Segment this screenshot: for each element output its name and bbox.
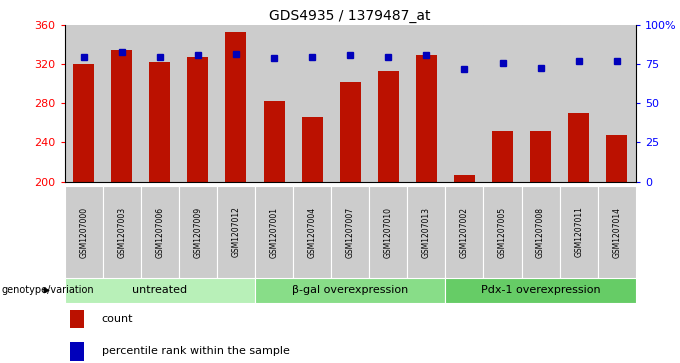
Bar	[331, 186, 369, 278]
Bar	[70, 342, 84, 360]
Bar	[369, 186, 407, 278]
Bar	[416, 55, 437, 182]
Bar	[65, 186, 103, 278]
Bar	[293, 25, 331, 182]
Bar	[483, 186, 522, 278]
Bar	[331, 25, 369, 182]
Text: GSM1207000: GSM1207000	[79, 207, 88, 258]
Bar	[141, 186, 179, 278]
Bar	[226, 32, 246, 182]
Text: β-gal overexpression: β-gal overexpression	[292, 285, 408, 295]
Text: percentile rank within the sample: percentile rank within the sample	[102, 346, 290, 356]
Title: GDS4935 / 1379487_at: GDS4935 / 1379487_at	[269, 9, 431, 23]
Bar	[560, 25, 598, 182]
Bar	[407, 25, 445, 182]
Bar	[483, 25, 522, 182]
Bar	[255, 25, 293, 182]
Text: GSM1207005: GSM1207005	[498, 207, 507, 258]
Text: GSM1207006: GSM1207006	[155, 207, 165, 258]
Bar	[445, 186, 483, 278]
Bar	[103, 25, 141, 182]
Bar	[598, 25, 636, 182]
Bar	[217, 25, 255, 182]
Bar	[522, 25, 560, 182]
Bar	[492, 131, 513, 182]
Bar	[530, 131, 551, 182]
Bar	[407, 186, 445, 278]
Text: GSM1207008: GSM1207008	[536, 207, 545, 257]
Text: GSM1207001: GSM1207001	[269, 207, 279, 257]
Bar	[454, 175, 475, 182]
Bar	[522, 186, 560, 278]
Bar	[255, 186, 293, 278]
Bar	[150, 61, 170, 182]
Bar	[302, 117, 322, 182]
Bar	[568, 113, 589, 182]
Bar	[217, 186, 255, 278]
Bar	[73, 65, 94, 182]
Text: GSM1207013: GSM1207013	[422, 207, 431, 257]
Bar	[70, 310, 84, 328]
Bar	[103, 186, 141, 278]
Bar	[112, 50, 132, 182]
Text: GSM1207004: GSM1207004	[307, 207, 317, 258]
Bar	[607, 135, 627, 182]
Bar	[179, 25, 217, 182]
Text: GSM1207002: GSM1207002	[460, 207, 469, 257]
Text: GSM1207012: GSM1207012	[231, 207, 241, 257]
Text: Pdx-1 overexpression: Pdx-1 overexpression	[481, 285, 600, 295]
Text: untreated: untreated	[132, 285, 188, 295]
Bar	[445, 25, 483, 182]
Bar	[264, 101, 284, 182]
Bar	[560, 186, 598, 278]
Bar	[141, 25, 179, 182]
Bar	[255, 278, 445, 303]
Bar	[598, 186, 636, 278]
Bar	[340, 82, 360, 182]
Text: GSM1207010: GSM1207010	[384, 207, 393, 257]
Bar	[445, 278, 636, 303]
Text: GSM1207009: GSM1207009	[193, 207, 203, 258]
Text: genotype/variation: genotype/variation	[1, 285, 94, 295]
Bar	[65, 25, 103, 182]
Bar	[293, 186, 331, 278]
Bar	[188, 57, 208, 182]
Bar	[179, 186, 217, 278]
Bar	[378, 71, 398, 182]
Bar	[65, 278, 255, 303]
Text: GSM1207014: GSM1207014	[612, 207, 622, 257]
Text: GSM1207003: GSM1207003	[117, 207, 126, 258]
Text: GSM1207007: GSM1207007	[345, 207, 355, 258]
Bar	[369, 25, 407, 182]
Text: GSM1207011: GSM1207011	[574, 207, 583, 257]
Text: count: count	[102, 314, 133, 324]
